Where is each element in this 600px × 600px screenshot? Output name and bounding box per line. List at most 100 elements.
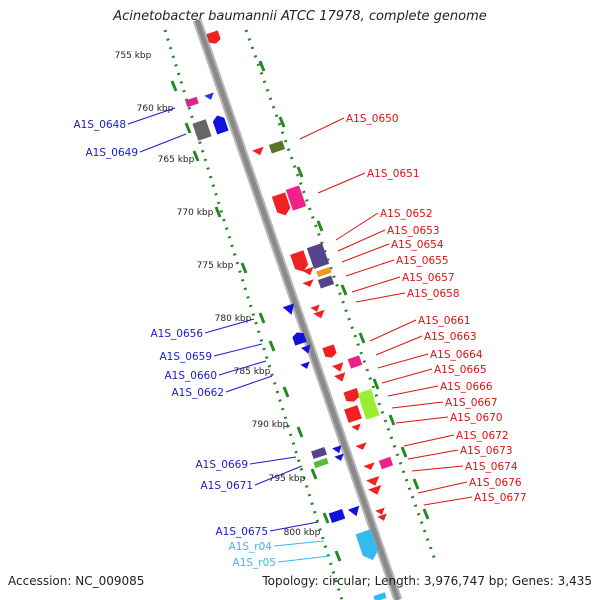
gene-label: A1S_0666 (440, 381, 493, 393)
gene-feature (347, 505, 360, 517)
label-leader-line (403, 434, 455, 447)
feature-body (306, 242, 330, 270)
feature-body (317, 275, 335, 289)
feature-arrow (290, 250, 309, 272)
gene-feature (268, 140, 286, 154)
feature-body (328, 508, 346, 524)
label-leader-line (337, 229, 386, 252)
gene-feature (300, 361, 310, 369)
label-leader-line (249, 456, 297, 465)
gene-feature (302, 279, 314, 287)
label-leader-line (369, 319, 417, 342)
label-leader-line (218, 360, 267, 376)
ruler-mark (310, 468, 318, 480)
gene-feature (334, 372, 346, 382)
backbone-line (194, 19, 401, 600)
gene-feature (347, 355, 363, 369)
gene-feature (185, 96, 199, 108)
label-leader-line (277, 555, 331, 563)
map-title: Acinetobacter baumannii ATCC 17978, comp… (113, 9, 487, 24)
feature-arrow (206, 30, 221, 44)
ruler-mark (268, 340, 276, 352)
ruler-mark (192, 150, 200, 162)
feature-arrowhead (351, 423, 361, 431)
gene-label: A1S_0671 (201, 480, 254, 492)
feature-arrowhead (282, 303, 295, 315)
gene-label: A1S_0674 (465, 461, 518, 473)
gene-feature (351, 423, 361, 431)
ruler-mark (214, 206, 222, 218)
ruler-mark (412, 478, 420, 490)
feature-arrowhead (204, 92, 214, 100)
gene-label: A1S_0655 (396, 255, 449, 267)
gene-feature (360, 398, 380, 420)
feature-arrowhead (366, 475, 380, 486)
ruler-mark (322, 512, 330, 524)
label-leader-line (139, 133, 187, 153)
accession-label: Accession: NC_009085 (8, 574, 145, 588)
feature-arrowhead (363, 462, 375, 470)
gene-feature (355, 529, 379, 561)
feature-arrowhead (332, 362, 344, 372)
scale-tick-label: 760 kbp (137, 104, 174, 114)
scale-tick-label: 775 kbp (197, 261, 234, 271)
ruler-mark (388, 414, 396, 426)
label-leader-line (423, 496, 473, 506)
label-leader-line (417, 481, 468, 494)
gene-feature (373, 592, 387, 600)
feature-body (344, 405, 362, 423)
feature-arrowhead (375, 507, 385, 515)
feature-arrowhead (300, 361, 310, 369)
feature-body (285, 185, 307, 211)
gene-feature (292, 332, 307, 346)
gene-label: A1S_0664 (430, 349, 483, 361)
feature-arrow (343, 388, 360, 402)
gene-label: A1S_r04 (229, 541, 273, 553)
label-leader-line (127, 107, 176, 125)
gene-label: A1S_r05 (233, 557, 276, 569)
gene-label: A1S_0657 (402, 272, 455, 284)
ruler-mark (184, 122, 192, 134)
gene-feature (344, 405, 362, 423)
gene-feature (212, 115, 229, 135)
gene-feature (363, 462, 375, 470)
gene-feature (313, 457, 329, 469)
label-leader-line (391, 401, 444, 409)
feature-arrow (271, 192, 291, 216)
feature-body (347, 355, 363, 369)
feature-body (268, 140, 286, 154)
gene-label: A1S_0656 (151, 328, 204, 340)
gene-feature (332, 362, 344, 372)
feature-arrowhead (302, 279, 314, 287)
gene-feature (206, 30, 221, 44)
feature-arrowhead (334, 453, 344, 461)
gene-label: A1S_0658 (407, 288, 460, 300)
gene-feature (375, 507, 385, 515)
gene-feature (204, 92, 214, 100)
gene-label: A1S_0667 (445, 397, 498, 409)
scale-tick-label: 785 kbp (234, 367, 271, 377)
gene-feature (355, 442, 367, 450)
feature-arrow (322, 344, 337, 358)
left-gene-labels: A1S_0648 A1S_0649 A1S_0656 A1S_0659 A1S_0660… (74, 107, 331, 569)
feature-body (185, 96, 199, 108)
gene-label: A1S_0653 (387, 225, 440, 237)
feature-arrowhead (252, 146, 264, 156)
ruler-mark (278, 116, 286, 128)
label-leader-line (351, 276, 401, 293)
genome-summary-label: Topology: circular; Length: 3,976,747 bp… (262, 574, 592, 588)
outer-ruler-ring (244, 29, 437, 561)
label-leader-line (254, 465, 303, 486)
gene-feature (316, 266, 332, 278)
ruler-mark (422, 508, 430, 520)
ruler-mark (258, 60, 266, 72)
gene-label: A1S_0652 (380, 208, 433, 220)
label-leader-line (355, 292, 406, 303)
gene-label: A1S_0669 (196, 459, 249, 471)
ruler-mark (340, 284, 348, 296)
label-leader-line (299, 117, 345, 140)
feature-arrow (292, 332, 307, 346)
label-leader-line (335, 212, 379, 241)
gene-label: A1S_0659 (160, 351, 213, 363)
